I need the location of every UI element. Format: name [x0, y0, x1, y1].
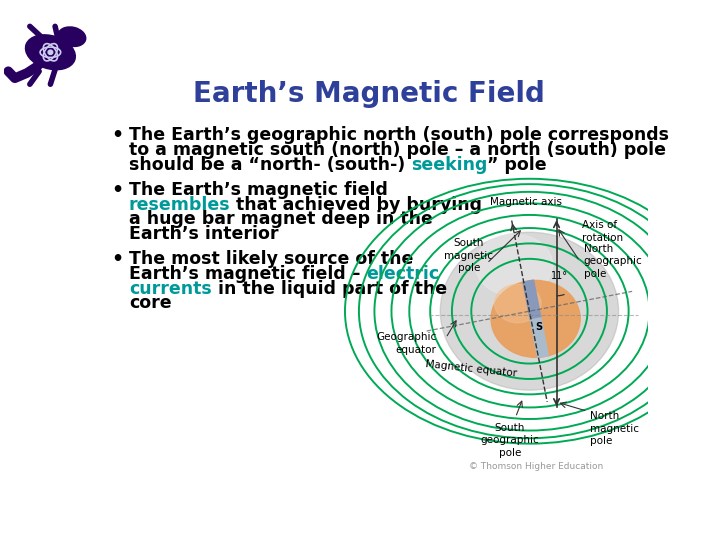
- Text: Axis of
rotation: Axis of rotation: [582, 220, 624, 243]
- Text: © Thomson Higher Education: © Thomson Higher Education: [469, 462, 603, 470]
- Text: •: •: [112, 251, 124, 269]
- Circle shape: [48, 50, 53, 55]
- Text: Earth’s interior: Earth’s interior: [129, 225, 278, 243]
- Polygon shape: [523, 280, 541, 320]
- Polygon shape: [531, 318, 549, 357]
- Text: The Earth’s geographic north (south) pole corresponds: The Earth’s geographic north (south) pol…: [129, 126, 669, 144]
- Text: •: •: [112, 181, 124, 200]
- Ellipse shape: [475, 234, 553, 296]
- Text: that achieved by burying: that achieved by burying: [230, 195, 482, 214]
- Ellipse shape: [58, 27, 86, 46]
- Text: currents: currents: [129, 280, 212, 298]
- Text: resembles: resembles: [129, 195, 230, 214]
- Text: S: S: [535, 322, 542, 332]
- Text: The most likely source of the: The most likely source of the: [129, 251, 413, 268]
- Text: core: core: [129, 294, 171, 312]
- Text: Earth’s magnetic field –: Earth’s magnetic field –: [129, 265, 366, 283]
- Text: seeking: seeking: [411, 156, 487, 174]
- Text: 11°: 11°: [551, 271, 568, 281]
- Ellipse shape: [491, 280, 580, 357]
- Text: North
magnetic
pole: North magnetic pole: [590, 411, 639, 446]
- Text: North
geographic
pole: North geographic pole: [584, 244, 642, 279]
- Text: South
magnetic
pole: South magnetic pole: [444, 238, 493, 273]
- Ellipse shape: [25, 35, 76, 70]
- Text: a huge bar magnet deep in the: a huge bar magnet deep in the: [129, 211, 433, 228]
- Text: should be a “north- (south-): should be a “north- (south-): [129, 156, 411, 174]
- Text: The Earth’s magnetic field: The Earth’s magnetic field: [129, 181, 387, 199]
- Ellipse shape: [495, 284, 541, 323]
- Text: Geographic
equator: Geographic equator: [376, 332, 436, 355]
- Text: in the liquid part of the: in the liquid part of the: [212, 280, 446, 298]
- Text: ” pole: ” pole: [487, 156, 547, 174]
- Text: South
geographic
pole: South geographic pole: [481, 423, 539, 458]
- Text: Magnetic axis: Magnetic axis: [490, 197, 562, 207]
- Text: Earth’s Magnetic Field: Earth’s Magnetic Field: [193, 80, 545, 108]
- Text: electric: electric: [366, 265, 439, 283]
- Ellipse shape: [441, 232, 618, 390]
- Text: to a magnetic south (north) pole – a north (south) pole: to a magnetic south (north) pole – a nor…: [129, 141, 666, 159]
- Text: Magnetic equator: Magnetic equator: [425, 359, 518, 379]
- Text: •: •: [112, 126, 124, 145]
